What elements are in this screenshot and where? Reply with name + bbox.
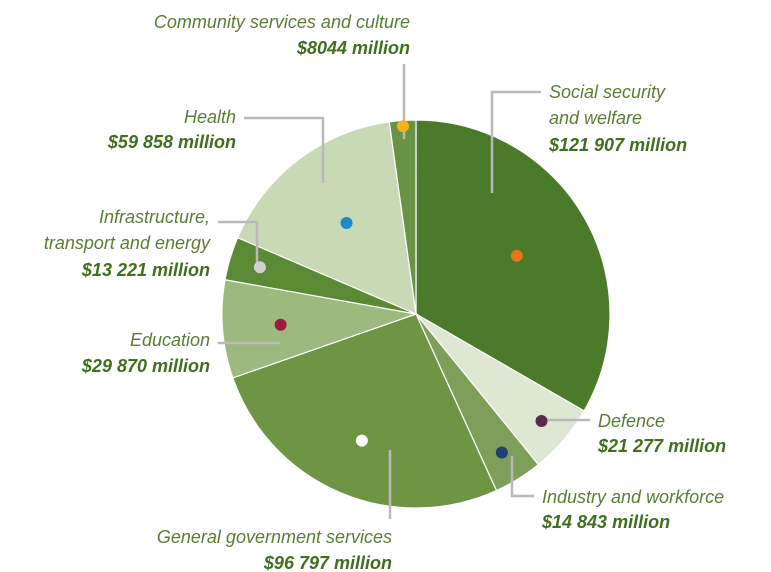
slice-value-4: $29 870 million — [81, 356, 210, 376]
slice-dots — [253, 120, 548, 459]
slice-label-6-line-0: Health — [184, 107, 236, 127]
slice-dot-6 — [340, 217, 353, 230]
slice-dot-7 — [397, 120, 410, 133]
slice-label-5-line-0: Infrastructure, — [99, 207, 210, 227]
slice-dot-5 — [253, 261, 266, 274]
slice-dot-1 — [535, 414, 548, 427]
slice-dot-3 — [355, 434, 368, 447]
slice-label-2-line-0: Industry and workforce — [542, 487, 724, 507]
slice-value-7: $8044 million — [296, 38, 410, 58]
slice-labels: Social security and welfare $121 907 milli… — [44, 12, 726, 572]
leader-line-2 — [510, 456, 534, 498]
slice-label-0-line-0: Social security — [549, 82, 666, 102]
slice-dot-2 — [495, 446, 508, 459]
pie-slices — [221, 119, 611, 509]
slice-value-1: $21 277 million — [597, 436, 726, 456]
leader-line-5 — [218, 220, 259, 269]
leader-line-0 — [490, 90, 541, 193]
slice-label-7-line-0: Community services and culture — [154, 12, 410, 32]
slice-value-3: $96 797 million — [263, 553, 392, 572]
pie-slice-3 — [232, 313, 498, 509]
slice-value-2: $14 843 million — [541, 512, 670, 532]
slice-value-6: $59 858 million — [107, 132, 236, 152]
pie-slice-0 — [415, 119, 611, 412]
slice-value-0: $121 907 million — [548, 135, 687, 155]
slice-label-1-line-0: Defence — [598, 411, 665, 431]
slice-label-0-line-1: and welfare — [549, 108, 642, 128]
slice-dot-0 — [510, 249, 523, 262]
slice-label-3-line-0: General government services — [157, 527, 392, 547]
slice-label-4-line-0: Education — [130, 330, 210, 350]
slice-label-5-line-1: transport and energy — [44, 233, 211, 253]
pie-slice-4 — [221, 279, 419, 379]
slice-dot-4 — [274, 318, 287, 331]
leader-line-6 — [244, 116, 325, 183]
slice-value-5: $13 221 million — [81, 260, 210, 280]
